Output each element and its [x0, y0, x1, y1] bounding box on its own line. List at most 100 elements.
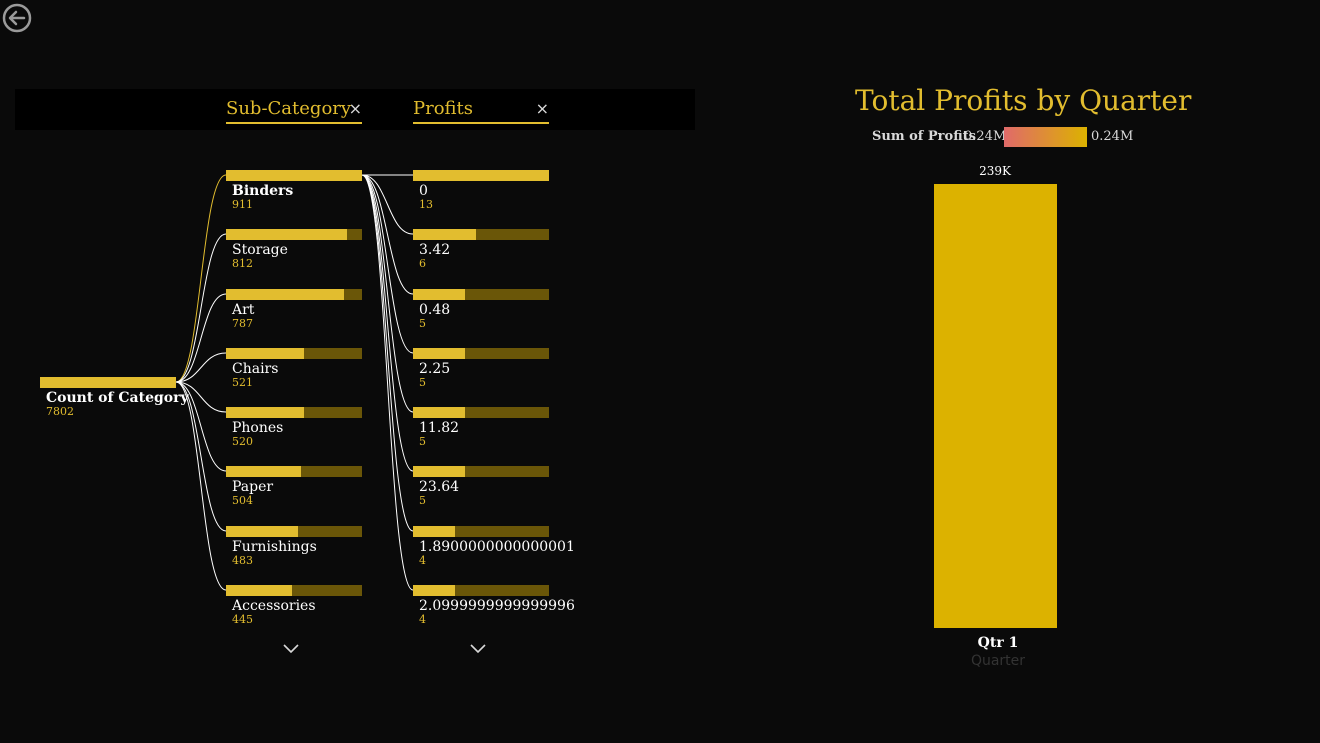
subcategory-node-chairs[interactable]: Chairs 521	[226, 348, 362, 388]
node-label: Chairs	[232, 361, 279, 377]
profit-node[interactable]: 3.42 6	[413, 229, 549, 269]
node-bar-fill	[413, 466, 466, 477]
node-bar-fill	[413, 348, 466, 359]
node-label: 2.25	[419, 361, 451, 377]
level-title-subcategory: Sub-Category	[226, 98, 352, 119]
connector-line	[175, 293, 227, 383]
close-icon[interactable]: ×	[535, 99, 549, 118]
node-value: 521	[232, 376, 253, 389]
node-label: Accessories	[232, 598, 316, 614]
node-label: 1.8900000000000001	[419, 539, 575, 555]
node-bar-fill	[413, 170, 549, 181]
connector-line	[361, 174, 414, 413]
node-bar	[226, 526, 362, 537]
subcategory-node-furnishings[interactable]: Furnishings 483	[226, 526, 362, 566]
quarter-bar[interactable]	[934, 184, 1057, 628]
node-label: Binders	[232, 183, 294, 199]
node-bar	[413, 585, 549, 596]
node-label: 11.82	[419, 420, 460, 436]
node-bar-fill	[226, 229, 348, 240]
node-bar	[40, 377, 176, 388]
connector-line	[361, 174, 414, 472]
connector-line	[361, 174, 414, 295]
node-label: Phones	[232, 420, 284, 436]
node-value: 5	[419, 435, 426, 448]
subcategory-node-paper[interactable]: Paper 504	[226, 466, 362, 506]
subcategory-node-art[interactable]: Art 787	[226, 289, 362, 329]
tree-root-node[interactable]: Count of Category 7802	[40, 377, 189, 418]
subcategory-node-storage[interactable]: Storage 812	[226, 229, 362, 269]
subcategory-node-binders[interactable]: Binders 911	[226, 170, 362, 210]
node-bar-fill	[226, 407, 304, 418]
connector-line	[361, 174, 414, 532]
node-value: 5	[419, 494, 426, 507]
profit-node[interactable]: 2.0999999999999996 4	[413, 585, 575, 626]
node-value: 7802	[46, 405, 74, 418]
level-header-subcategory: Sub-Category ×	[226, 96, 362, 124]
node-value: 520	[232, 435, 253, 448]
node-bar-fill	[226, 585, 293, 596]
node-bar	[226, 407, 362, 418]
subcategory-node-accessories[interactable]: Accessories 445	[226, 585, 362, 625]
node-bar-fill	[40, 377, 176, 388]
data-label: 239K	[979, 164, 1011, 178]
node-bar-fill	[413, 526, 455, 537]
profit-node[interactable]: 11.82 5	[413, 407, 549, 447]
node-value: 5	[419, 317, 426, 330]
node-value: 4	[419, 554, 426, 567]
node-bar	[226, 348, 362, 359]
node-value: 4	[419, 613, 426, 626]
chart-title: Total Profits by Quarter	[855, 84, 1192, 117]
node-label: Furnishings	[232, 539, 317, 555]
node-bar-fill	[226, 466, 302, 477]
connector-line	[361, 174, 414, 235]
node-bar-fill	[226, 170, 362, 181]
close-icon[interactable]: ×	[348, 99, 362, 118]
node-label: Paper	[232, 479, 274, 495]
node-bar	[413, 407, 549, 418]
level-header-profits: Profits ×	[413, 96, 549, 124]
node-bar-fill	[226, 526, 299, 537]
connector-line	[175, 174, 227, 383]
chevron-down-icon[interactable]	[468, 642, 488, 654]
x-tick-label: Qtr 1	[977, 635, 1019, 651]
node-bar-fill	[413, 407, 466, 418]
node-value: 445	[232, 613, 253, 626]
connector-line	[175, 233, 227, 383]
node-label: 2.0999999999999996	[419, 598, 575, 614]
node-bar-fill	[226, 348, 304, 359]
node-bar	[413, 466, 549, 477]
chevron-down-icon[interactable]	[281, 642, 301, 654]
profit-node[interactable]: 23.64 5	[413, 466, 549, 506]
node-bar-fill	[226, 289, 344, 300]
node-bar	[413, 348, 549, 359]
profit-node[interactable]: 2.25 5	[413, 348, 549, 388]
level-title-profits: Profits	[413, 98, 474, 119]
subcategory-node-phones[interactable]: Phones 520	[226, 407, 362, 447]
profit-node[interactable]: 1.8900000000000001 4	[413, 526, 575, 567]
node-bar	[226, 289, 362, 300]
back-arrow-icon[interactable]	[2, 3, 32, 33]
node-label: 0	[419, 183, 428, 199]
node-label: Storage	[232, 242, 288, 258]
node-label: Count of Category	[46, 390, 189, 406]
node-label: 0.48	[419, 302, 451, 318]
profit-node[interactable]: 0 13	[413, 170, 549, 210]
legend-gradient	[1004, 127, 1087, 147]
connector-line	[175, 381, 227, 591]
profit-node[interactable]: 0.48 5	[413, 289, 549, 329]
connector-line	[361, 174, 414, 354]
x-axis-title: Quarter	[970, 653, 1026, 669]
node-bar	[413, 289, 549, 300]
node-bar	[413, 229, 549, 240]
node-value: 13	[419, 198, 433, 211]
node-value: 5	[419, 376, 426, 389]
node-label: 3.42	[419, 242, 451, 258]
node-bar	[413, 526, 549, 537]
node-bar	[413, 170, 549, 181]
legend-max-value: 0.24M	[1091, 129, 1134, 144]
node-bar	[226, 466, 362, 477]
node-bar	[226, 229, 362, 240]
node-value: 812	[232, 257, 253, 270]
node-label: 23.64	[419, 479, 460, 495]
